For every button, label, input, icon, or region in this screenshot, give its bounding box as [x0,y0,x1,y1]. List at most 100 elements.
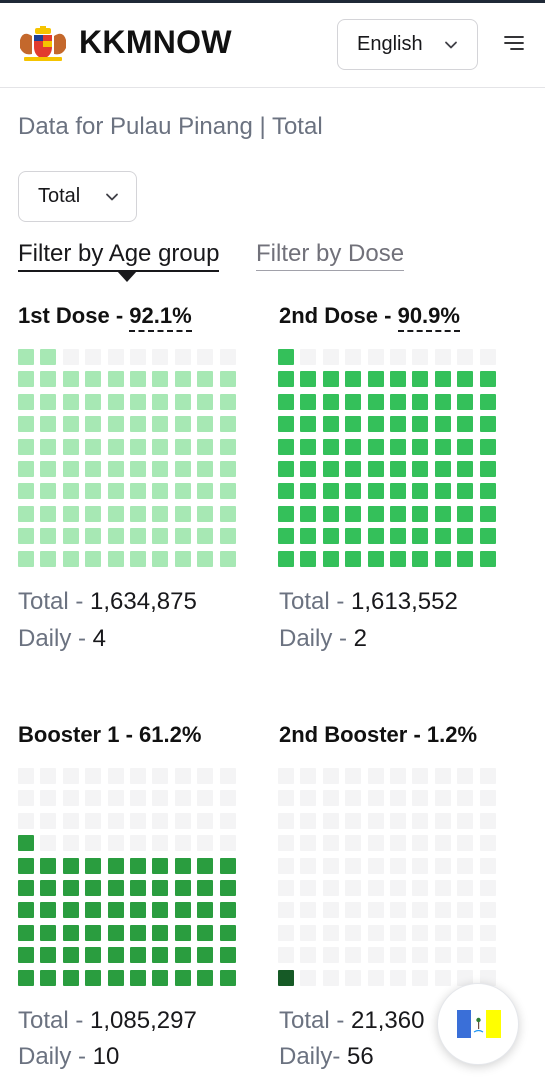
waffle-cell-filled [345,393,362,410]
card-percent-tooltip[interactable]: 92.1% [129,303,192,332]
waffle-cell-empty [434,947,451,964]
waffle-cell-filled [18,550,34,567]
waffle-cell-empty [412,857,429,874]
waffle-cell-filled [85,880,102,896]
waffle-cell-empty [345,947,362,964]
card-title-label: 2nd Booster - [279,722,427,747]
waffle-cell-filled [130,483,146,500]
waffle-cell-filled [367,461,384,477]
waffle-cell-empty [434,924,451,941]
waffle-cell-empty [457,857,474,874]
waffle-cell-empty [367,835,384,852]
waffle-cell-filled [174,857,191,874]
waffle-cell-filled [152,880,169,896]
waffle-cell-empty [390,349,406,365]
stat-total-2nd-dose: Total - 1,613,552 [279,588,458,616]
tab-filter-age-group[interactable]: Filter by Age group [18,240,220,272]
total-filter-select[interactable]: Total [18,171,137,222]
waffle-cell-filled [278,528,294,545]
waffle-cell-empty [322,947,339,964]
waffle-cell-empty [278,790,294,807]
waffle-cell-empty [300,349,317,365]
waffle-cell-filled [107,924,124,941]
waffle-cell-empty [434,768,451,784]
waffle-cell-filled [40,947,57,964]
waffle-cell-filled [85,857,102,874]
waffle-cell-filled [197,528,214,545]
stat-daily-2nd-dose: Daily - 2 [279,625,367,653]
waffle-cell-filled [107,857,124,874]
waffle-cell-filled [130,857,146,874]
state-selector-button[interactable] [437,983,519,1065]
waffle-cell-filled [130,947,146,964]
waffle-cell-empty [479,790,496,807]
waffle-cell-filled [300,371,317,388]
waffle-cell-filled [219,528,236,545]
language-select[interactable]: English [337,19,478,70]
waffle-cell-empty [197,835,214,852]
waffle-cell-empty [300,947,317,964]
waffle-cell-filled [174,461,191,477]
waffle-cell-empty [130,790,146,807]
waffle-cell-empty [322,857,339,874]
waffle-cell-empty [130,835,146,852]
waffle-cell-filled [322,528,339,545]
waffle-cell-empty [434,857,451,874]
waffle-cell-empty [479,349,496,365]
waffle-cell-empty [278,902,294,919]
waffle-cell-filled [345,371,362,388]
waffle-cell-empty [62,790,79,807]
waffle-cell-empty [390,880,406,896]
brand-name[interactable]: KKMNOW [79,24,232,60]
waffle-cell-filled [412,528,429,545]
tab-filter-dose[interactable]: Filter by Dose [256,240,405,271]
waffle-cell-filled [412,371,429,388]
waffle-cell-filled [174,969,191,986]
stat-value: 1,085,297 [90,1007,197,1034]
waffle-cell-empty [219,768,236,784]
waffle-cell-filled [18,835,34,852]
waffle-cell-empty [322,768,339,784]
waffle-cell-empty [197,349,214,365]
waffle-cell-empty [219,349,236,365]
waffle-cell-filled [40,505,57,522]
waffle-cell-empty [130,812,146,829]
waffle-cell-empty [434,902,451,919]
waffle-cell-filled [479,371,496,388]
card-percent-tooltip[interactable]: 90.9% [397,303,460,332]
top-bar: KKMNOW English [0,0,545,88]
waffle-cell-filled [174,505,191,522]
waffle-cell-empty [434,812,451,829]
waffle-cell-empty [345,880,362,896]
waffle-cell-filled [18,438,34,455]
waffle-cell-empty [390,790,406,807]
waffle-cell-filled [412,550,429,567]
waffle-cell-filled [300,505,317,522]
waffle-cell-empty [322,924,339,941]
waffle-cell-filled [197,393,214,410]
waffle-cell-empty [62,349,79,365]
waffle-cell-filled [219,880,236,896]
waffle-cell-empty [107,835,124,852]
waffle-cell-filled [107,416,124,433]
waffle-cell-filled [300,483,317,500]
waffle-cell-filled [479,416,496,433]
waffle-cell-empty [412,812,429,829]
waffle-cell-filled [40,902,57,919]
waffle-cell-filled [62,969,79,986]
waffle-cell-filled [390,483,406,500]
waffle-cell-filled [345,438,362,455]
waffle-cell-filled [62,393,79,410]
waffle-cell-filled [174,416,191,433]
waffle-cell-filled [130,969,146,986]
card-title-label: Booster 1 - [18,722,140,747]
top-edge [0,0,545,3]
waffle-cell-filled [85,416,102,433]
menu-icon[interactable] [503,34,525,52]
card-title-2nd-dose: 2nd Dose - 90.9% [279,303,460,332]
waffle-cell-empty [390,969,406,986]
card-title-label: 1st Dose - [18,303,130,328]
waffle-cell-filled [367,393,384,410]
malaysia-coat-of-arms-icon[interactable] [18,26,68,62]
active-tab-pointer [117,271,137,282]
